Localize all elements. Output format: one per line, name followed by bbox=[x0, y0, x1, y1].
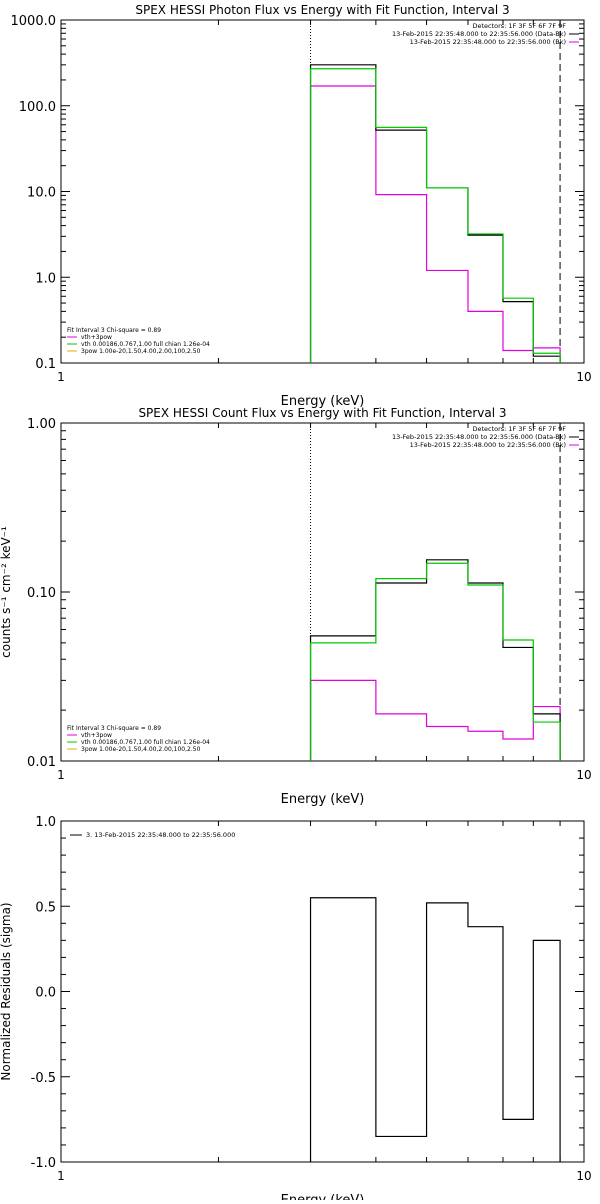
plot-frame bbox=[60, 422, 585, 762]
y-tick-label: 0.10 bbox=[27, 586, 56, 601]
legend-3pow: 3pow 1.00e-20,1.50,4.00,2.00,100,2.50 bbox=[81, 746, 201, 753]
chart-title: SPEX HESSI Count Flux vs Energy with Fit… bbox=[138, 406, 506, 420]
y-tick-label: 1.0 bbox=[35, 271, 56, 286]
x-tick-label: 10 bbox=[576, 1169, 591, 1183]
y-tick-label: -0.5 bbox=[31, 1071, 56, 1086]
y-tick-label: 0.5 bbox=[35, 900, 56, 915]
legend-detectors: Detectors: 1F 3F 5F 6F 7F 9F bbox=[472, 425, 566, 433]
plot-frame bbox=[60, 820, 585, 1163]
y-tick-label: 1.00 bbox=[27, 417, 56, 432]
series-fit-total-steps bbox=[309, 562, 561, 761]
x-tick-label: 1 bbox=[57, 768, 65, 782]
legend-fit-interval: Fit Interval 3 Chi-square = 0.89 bbox=[67, 725, 161, 732]
legend-3pow: 3pow 1.00e-20,1.50,4.00,2.00,100,2.50 bbox=[81, 348, 201, 355]
legend-vth: vth 0.00186,0.767,1.00 full chian 1.26e-… bbox=[81, 341, 210, 348]
y-tick-label: 100.0 bbox=[19, 100, 56, 115]
y-tick-label: 10.0 bbox=[27, 186, 56, 201]
x-tick-label: 10 bbox=[576, 768, 591, 782]
y-tick-label: 1000.0 bbox=[11, 14, 57, 29]
y-tick-label: 0.01 bbox=[27, 755, 56, 770]
series-component-steps bbox=[309, 85, 561, 363]
legend-vth: vth 0.00186,0.767,1.00 full chian 1.26e-… bbox=[81, 739, 210, 746]
chart-panel-2: SPEX HESSI Count Flux vs Energy with Fit… bbox=[0, 406, 592, 807]
x-axis-label: Energy (keV) bbox=[281, 1193, 365, 1200]
legend-bk: 13-Feb-2015 22:35:48.000 to 22:35:56.000… bbox=[410, 38, 566, 46]
legend-detectors: Detectors: 1F 3F 5F 6F 7F 9F bbox=[472, 22, 566, 30]
series-data-steps bbox=[309, 559, 561, 761]
series-fit-total-steps bbox=[309, 68, 561, 363]
chart-panel-1: SPEX HESSI Photon Flux vs Energy with Fi… bbox=[11, 3, 592, 409]
legend-data-bk: 13-Feb-2015 22:35:48.000 to 22:35:56.000… bbox=[392, 30, 566, 38]
legend-vth3pow: vth+3pow bbox=[81, 732, 112, 739]
legend-bk: 13-Feb-2015 22:35:48.000 to 22:35:56.000… bbox=[410, 441, 566, 449]
legend-vth3pow: vth+3pow bbox=[81, 334, 112, 341]
series-data-steps bbox=[309, 64, 561, 363]
series-data-steps bbox=[309, 897, 561, 1162]
plot-frame bbox=[60, 19, 585, 364]
x-axis-label: Energy (keV) bbox=[281, 792, 365, 807]
x-axis-label: Energy (keV) bbox=[281, 394, 365, 409]
x-tick-label: 1 bbox=[57, 370, 65, 384]
legend-fit-interval: Fit Interval 3 Chi-square = 0.89 bbox=[67, 327, 161, 334]
series-component-steps bbox=[309, 679, 561, 761]
y-tick-label: -1.0 bbox=[31, 1156, 56, 1171]
x-tick-label: 10 bbox=[576, 370, 591, 384]
legend-interval: 3. 13-Feb-2015 22:35:48.000 to 22:35:56.… bbox=[86, 831, 235, 839]
y-tick-label: 1.0 bbox=[35, 815, 56, 830]
legend-data-bk: 13-Feb-2015 22:35:48.000 to 22:35:56.000… bbox=[392, 433, 566, 441]
x-tick-label: 1 bbox=[57, 1169, 65, 1183]
chart-panel-3: 1 10 Energy (keV) -1.0 -0.5 0.0 0.5 1.0 Normaliz… bbox=[0, 815, 592, 1204]
y-axis-label: counts s⁻¹ cm⁻² keV⁻¹ bbox=[0, 526, 13, 658]
y-tick-label: 0.1 bbox=[35, 357, 56, 372]
chart-title: SPEX HESSI Photon Flux vs Energy with Fi… bbox=[135, 3, 509, 17]
y-axis-label: Normalized Residuals (sigma) bbox=[0, 902, 13, 1080]
y-tick-label: 0.0 bbox=[35, 986, 56, 1001]
